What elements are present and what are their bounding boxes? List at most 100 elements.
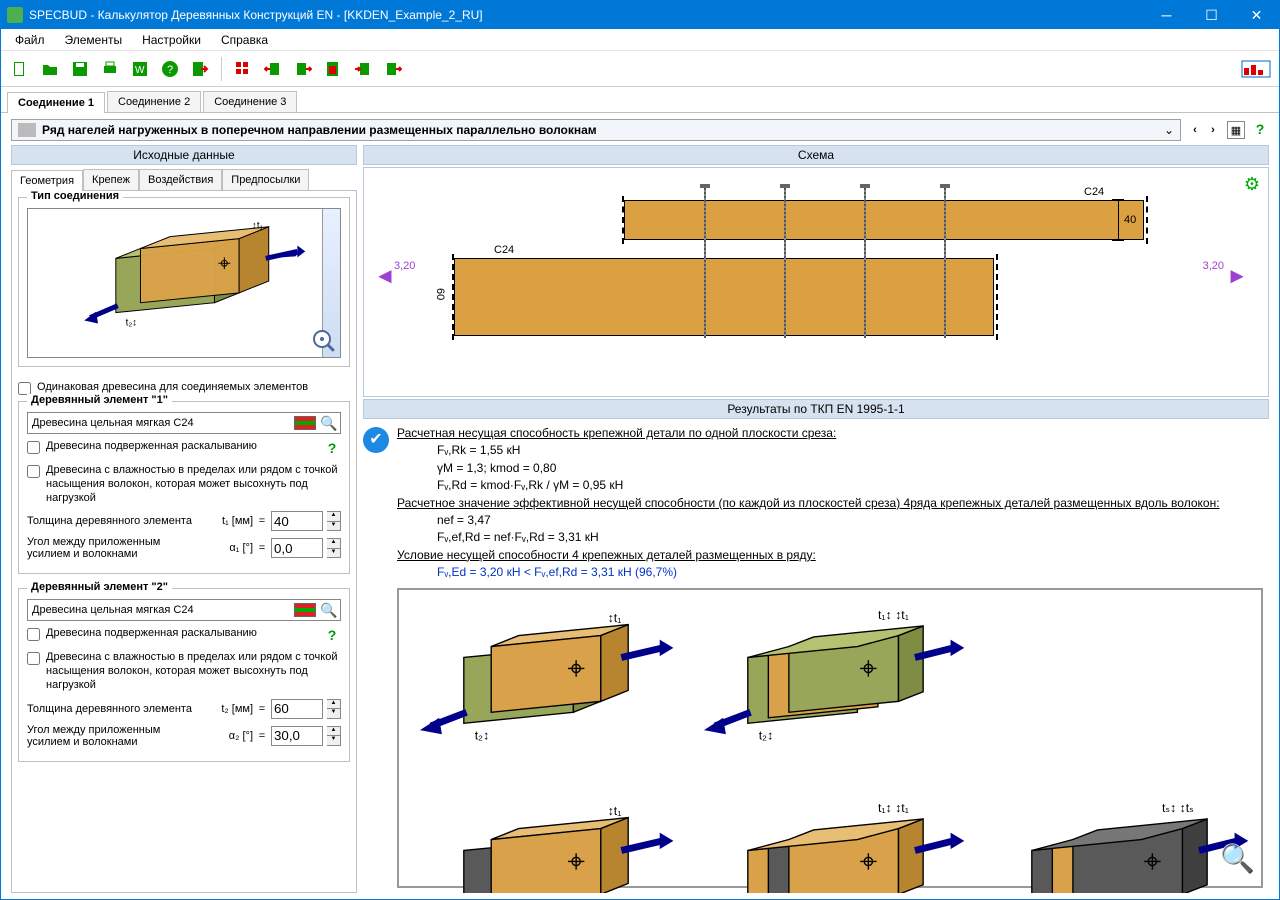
help-split-1-icon[interactable]: ? (323, 440, 341, 458)
subtab-actions[interactable]: Воздействия (139, 169, 222, 190)
svg-text:t₂↕: t₂↕ (475, 728, 489, 742)
lookup-icon-1[interactable]: 🔍 (320, 415, 336, 431)
connection-type-group: Тип соединения (18, 197, 350, 367)
menu-file[interactable]: Файл (5, 30, 55, 50)
svg-text:t₁↕ ↕t₁: t₁↕ ↕t₁ (878, 608, 909, 622)
next-button[interactable]: › (1205, 124, 1221, 136)
help-split-2-icon[interactable]: ? (323, 627, 341, 645)
check-ok-icon: ✔ (363, 427, 389, 453)
input-header: Исходные данные (11, 145, 357, 165)
option-5[interactable]: tₛ↕ ↕tₛt₁↕ (977, 793, 1251, 893)
menu-elements[interactable]: Элементы (55, 30, 133, 50)
option-4[interactable]: t₁↕ ↕t₁tₛ↕ (693, 793, 967, 893)
results-header: Результаты по ТКП EN 1995-1-1 (363, 399, 1269, 419)
tab-connection-3[interactable]: Соединение 3 (203, 91, 297, 112)
menu-settings[interactable]: Настройки (132, 30, 211, 50)
new-icon[interactable] (7, 56, 33, 82)
svg-text:↕t₁: ↕t₁ (608, 610, 622, 624)
a2-spinner[interactable]: ▲▼ (327, 726, 341, 746)
option-2[interactable]: t₁↕ ↕t₁ t₂↕ (693, 600, 967, 783)
prev-button[interactable]: ‹ (1187, 124, 1203, 136)
moisture-1-checkbox[interactable] (27, 465, 40, 478)
import-icon[interactable] (350, 56, 376, 82)
subtab-geometry[interactable]: Геометрия (11, 170, 83, 191)
minimize-button[interactable]: ─ (1144, 1, 1189, 29)
t1-input[interactable] (271, 511, 323, 531)
svg-text:↕t₁: ↕t₁ (252, 221, 264, 232)
same-wood-check[interactable]: Одинаковая древесина для соединяемых эле… (18, 381, 350, 395)
element-2-group: Деревянный элемент "2" Древесина цельная… (18, 588, 350, 761)
option-3[interactable]: ↕t₁tₛ↕ (409, 793, 683, 893)
calc-icon[interactable]: ▦ (1227, 121, 1245, 139)
svg-text:t₂↕: t₂↕ (126, 317, 138, 328)
svg-text:?: ? (167, 64, 173, 76)
split-1-checkbox[interactable] (27, 441, 40, 454)
arrow-right-icon: ► (1226, 263, 1248, 289)
beam-bottom (454, 258, 994, 336)
split-2-checkbox[interactable] (27, 628, 40, 641)
element-1-legend: Деревянный элемент "1" (27, 394, 172, 406)
svg-text:↕t₁: ↕t₁ (608, 804, 622, 818)
material-2-select[interactable]: Древесина цельная мягкая C24 🔍 (27, 599, 341, 621)
element-2-legend: Деревянный элемент "2" (27, 581, 172, 593)
connection-type-row: Ряд нагелей нагруженных в поперечном нап… (11, 119, 1269, 141)
schema-view: ⚙ C24 C24 40 (363, 167, 1269, 397)
svg-text:t₂↕: t₂↕ (759, 728, 773, 742)
connection-preview[interactable]: ↕t₁ t₂↕ (27, 208, 341, 358)
arrow-right-icon[interactable] (290, 56, 316, 82)
option-1[interactable]: ↕t₁ t₂↕ (409, 600, 683, 783)
content: Ряд нагелей нагруженных в поперечном нап… (1, 113, 1279, 899)
t1-spinner[interactable]: ▲▼ (327, 511, 341, 531)
open-icon[interactable] (37, 56, 63, 82)
logo-icon[interactable] (1239, 56, 1273, 82)
print-icon[interactable] (97, 56, 123, 82)
arrow-left-icon[interactable] (260, 56, 286, 82)
material-1-select[interactable]: Древесина цельная мягкая C24 🔍 (27, 412, 341, 434)
geometry-panel: Тип соединения (11, 191, 357, 893)
help-icon[interactable]: ? (157, 56, 183, 82)
subtab-fixings[interactable]: Крепеж (83, 169, 139, 190)
svg-text:W: W (135, 65, 145, 76)
schema-header: Схема (363, 145, 1269, 165)
a1-input[interactable] (271, 538, 323, 558)
gallery-zoom-icon[interactable]: 🔍 (1220, 839, 1255, 880)
right-panel: Схема ⚙ C24 (363, 145, 1269, 893)
app-icon (7, 7, 23, 23)
app-window: SPECBUD - Калькулятор Деревянных Констру… (0, 0, 1280, 900)
connection-thumb-icon (18, 123, 36, 137)
export-icon[interactable] (380, 56, 406, 82)
subtabs: Геометрия Крепеж Воздействия Предпосылки (11, 169, 357, 191)
t2-input[interactable] (271, 699, 323, 719)
connection-type-label: Ряд нагелей нагруженных в поперечном нап… (42, 123, 597, 137)
grid-icon[interactable] (230, 56, 256, 82)
window-title: SPECBUD - Калькулятор Деревянных Констру… (29, 8, 1144, 22)
zoom-icon[interactable] (310, 327, 338, 355)
tab-connection-2[interactable]: Соединение 2 (107, 91, 201, 112)
svg-text:t₁↕ ↕t₁: t₁↕ ↕t₁ (878, 801, 909, 815)
menu-help[interactable]: Справка (211, 30, 278, 50)
menubar: Файл Элементы Настройки Справка (1, 29, 1279, 51)
connection-type-legend: Тип соединения (27, 191, 123, 202)
subtab-assumptions[interactable]: Предпосылки (222, 169, 309, 190)
gear-icon[interactable]: ⚙ (1244, 174, 1260, 195)
exit-icon[interactable] (187, 56, 213, 82)
options-gallery: ↕t₁ t₂↕ (397, 588, 1263, 888)
lookup-icon-2[interactable]: 🔍 (320, 602, 336, 618)
close-button[interactable]: ✕ (1234, 1, 1279, 29)
element-1-group: Деревянный элемент "1" Древесина цельная… (18, 401, 350, 574)
save-icon[interactable] (67, 56, 93, 82)
flag-icon-2 (294, 603, 316, 617)
a2-input[interactable] (271, 726, 323, 746)
arrow-left-icon: ◄ (374, 263, 396, 289)
t2-spinner[interactable]: ▲▼ (327, 699, 341, 719)
connection-type-dropdown[interactable]: Ряд нагелей нагруженных в поперечном нап… (11, 119, 1181, 141)
help-icon-2[interactable]: ? (1251, 121, 1269, 139)
word-icon[interactable]: W (127, 56, 153, 82)
maximize-button[interactable]: ☐ (1189, 1, 1234, 29)
tab-connection-1[interactable]: Соединение 1 (7, 92, 105, 113)
moisture-2-checkbox[interactable] (27, 652, 40, 665)
doc-red-icon[interactable] (320, 56, 346, 82)
a1-spinner[interactable]: ▲▼ (327, 538, 341, 558)
results-body: ✔ Расчетная несущая способность крепежно… (363, 421, 1269, 893)
svg-text:tₛ↕ ↕tₛ: tₛ↕ ↕tₛ (1162, 801, 1194, 815)
